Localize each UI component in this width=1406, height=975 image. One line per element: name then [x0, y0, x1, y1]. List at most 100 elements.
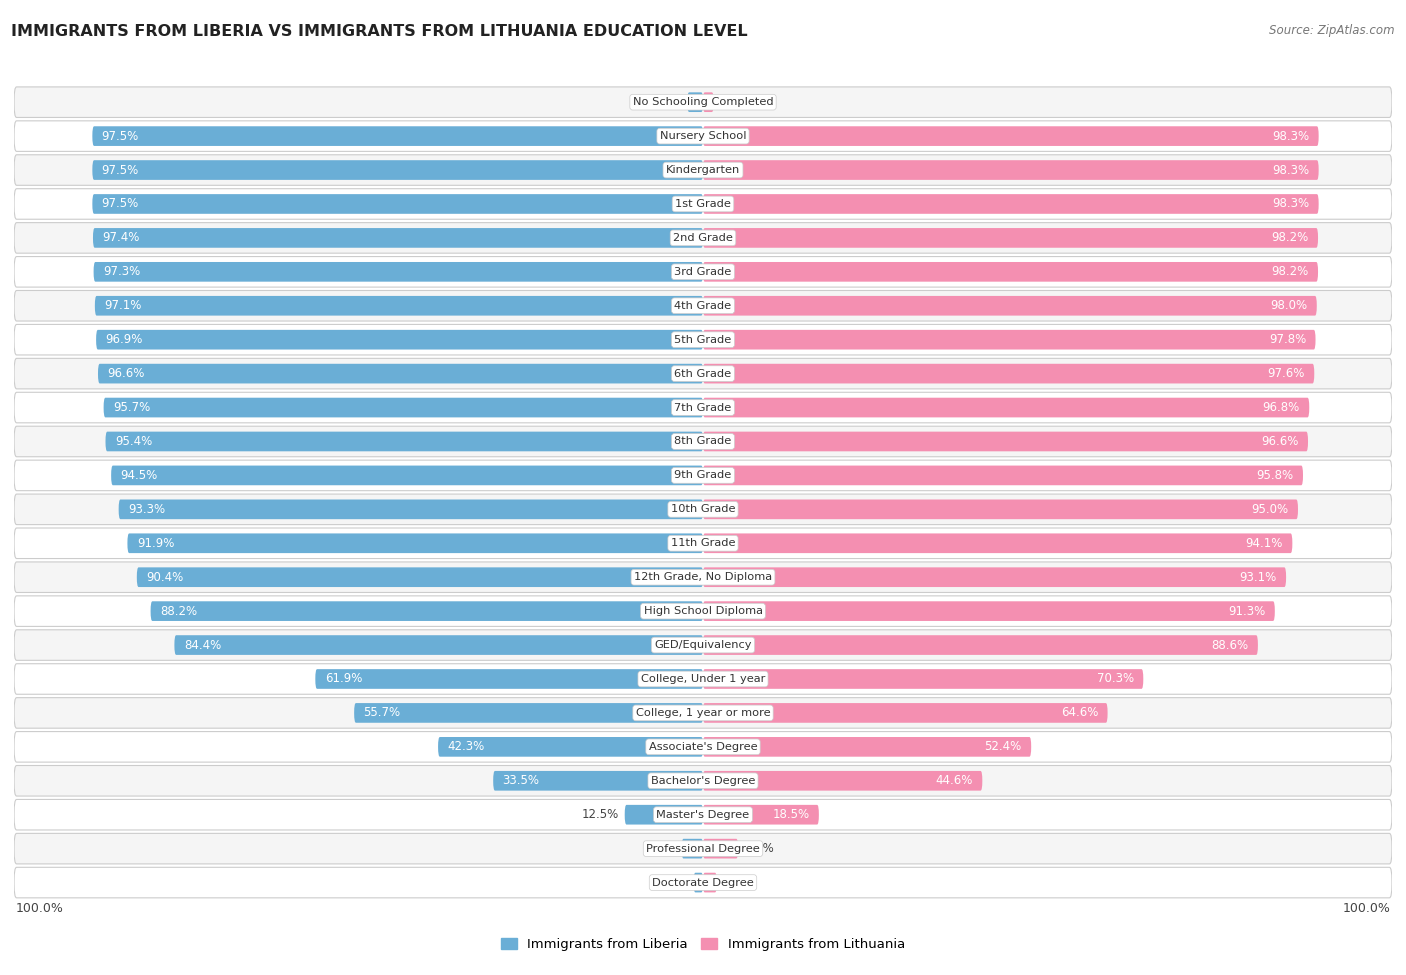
FancyBboxPatch shape	[354, 703, 703, 722]
Text: 98.3%: 98.3%	[1272, 164, 1309, 176]
FancyBboxPatch shape	[315, 669, 703, 688]
Text: 96.8%: 96.8%	[1263, 401, 1301, 414]
Text: 95.0%: 95.0%	[1251, 503, 1289, 516]
FancyBboxPatch shape	[93, 127, 703, 146]
Text: 7th Grade: 7th Grade	[675, 403, 731, 412]
FancyBboxPatch shape	[14, 189, 1392, 219]
FancyBboxPatch shape	[14, 562, 1392, 593]
FancyBboxPatch shape	[703, 330, 1316, 349]
Text: 64.6%: 64.6%	[1060, 707, 1098, 720]
Text: College, 1 year or more: College, 1 year or more	[636, 708, 770, 718]
FancyBboxPatch shape	[14, 87, 1392, 117]
FancyBboxPatch shape	[682, 838, 703, 858]
FancyBboxPatch shape	[14, 291, 1392, 321]
Text: 33.5%: 33.5%	[502, 774, 540, 787]
Text: Kindergarten: Kindergarten	[666, 165, 740, 176]
FancyBboxPatch shape	[688, 93, 703, 112]
FancyBboxPatch shape	[703, 364, 1315, 383]
Text: 52.4%: 52.4%	[984, 740, 1022, 754]
Text: 11th Grade: 11th Grade	[671, 538, 735, 548]
FancyBboxPatch shape	[14, 528, 1392, 559]
Text: 10th Grade: 10th Grade	[671, 504, 735, 515]
Text: 3.4%: 3.4%	[645, 842, 675, 855]
FancyBboxPatch shape	[14, 325, 1392, 355]
Text: 96.6%: 96.6%	[1261, 435, 1299, 448]
Text: 44.6%: 44.6%	[935, 774, 973, 787]
FancyBboxPatch shape	[703, 499, 1298, 519]
FancyBboxPatch shape	[14, 765, 1392, 796]
Text: 95.4%: 95.4%	[115, 435, 152, 448]
Text: 98.2%: 98.2%	[1271, 231, 1309, 245]
Text: 18.5%: 18.5%	[772, 808, 810, 821]
FancyBboxPatch shape	[14, 630, 1392, 660]
Text: Nursery School: Nursery School	[659, 131, 747, 141]
Text: 3rd Grade: 3rd Grade	[675, 267, 731, 277]
FancyBboxPatch shape	[14, 426, 1392, 456]
FancyBboxPatch shape	[703, 127, 1319, 146]
FancyBboxPatch shape	[111, 466, 703, 486]
FancyBboxPatch shape	[118, 499, 703, 519]
FancyBboxPatch shape	[703, 567, 1286, 587]
FancyBboxPatch shape	[703, 771, 983, 791]
FancyBboxPatch shape	[703, 228, 1317, 248]
Text: 98.0%: 98.0%	[1270, 299, 1308, 312]
FancyBboxPatch shape	[439, 737, 703, 757]
FancyBboxPatch shape	[703, 93, 714, 112]
FancyBboxPatch shape	[98, 364, 703, 383]
FancyBboxPatch shape	[693, 873, 703, 892]
Text: 98.2%: 98.2%	[1271, 265, 1309, 278]
FancyBboxPatch shape	[703, 432, 1308, 451]
FancyBboxPatch shape	[703, 398, 1309, 417]
Text: 95.7%: 95.7%	[112, 401, 150, 414]
Text: 98.3%: 98.3%	[1272, 198, 1309, 211]
Text: 84.4%: 84.4%	[184, 639, 221, 651]
FancyBboxPatch shape	[14, 460, 1392, 490]
FancyBboxPatch shape	[14, 834, 1392, 864]
Text: 97.4%: 97.4%	[103, 231, 139, 245]
FancyBboxPatch shape	[105, 432, 703, 451]
Text: 12.5%: 12.5%	[581, 808, 619, 821]
Text: 1.5%: 1.5%	[658, 877, 688, 889]
Text: Bachelor's Degree: Bachelor's Degree	[651, 776, 755, 786]
Text: 9th Grade: 9th Grade	[675, 470, 731, 481]
FancyBboxPatch shape	[703, 669, 1143, 688]
Text: 70.3%: 70.3%	[1097, 673, 1133, 685]
Text: 97.8%: 97.8%	[1268, 333, 1306, 346]
FancyBboxPatch shape	[150, 602, 703, 621]
Text: 93.1%: 93.1%	[1240, 570, 1277, 584]
FancyBboxPatch shape	[14, 359, 1392, 389]
Text: Master's Degree: Master's Degree	[657, 809, 749, 820]
Text: 2.5%: 2.5%	[651, 96, 681, 108]
FancyBboxPatch shape	[703, 737, 1031, 757]
Text: 8th Grade: 8th Grade	[675, 437, 731, 447]
Text: 91.9%: 91.9%	[136, 537, 174, 550]
Text: 5th Grade: 5th Grade	[675, 334, 731, 345]
Text: 91.3%: 91.3%	[1229, 604, 1265, 617]
FancyBboxPatch shape	[14, 494, 1392, 525]
Text: 96.6%: 96.6%	[107, 368, 145, 380]
FancyBboxPatch shape	[93, 228, 703, 248]
Text: No Schooling Completed: No Schooling Completed	[633, 98, 773, 107]
Text: 97.1%: 97.1%	[104, 299, 142, 312]
FancyBboxPatch shape	[104, 398, 703, 417]
FancyBboxPatch shape	[96, 330, 703, 349]
FancyBboxPatch shape	[14, 800, 1392, 830]
Text: Source: ZipAtlas.com: Source: ZipAtlas.com	[1270, 24, 1395, 37]
Text: 95.8%: 95.8%	[1257, 469, 1294, 482]
Text: 90.4%: 90.4%	[146, 570, 183, 584]
Text: 96.9%: 96.9%	[105, 333, 143, 346]
Text: 97.3%: 97.3%	[103, 265, 141, 278]
FancyBboxPatch shape	[93, 194, 703, 214]
FancyBboxPatch shape	[703, 805, 818, 825]
FancyBboxPatch shape	[624, 805, 703, 825]
FancyBboxPatch shape	[703, 703, 1108, 722]
Text: 2.2%: 2.2%	[723, 877, 754, 889]
FancyBboxPatch shape	[136, 567, 703, 587]
FancyBboxPatch shape	[14, 596, 1392, 626]
FancyBboxPatch shape	[128, 533, 703, 553]
Text: 12th Grade, No Diploma: 12th Grade, No Diploma	[634, 572, 772, 582]
FancyBboxPatch shape	[703, 466, 1303, 486]
Text: 55.7%: 55.7%	[364, 707, 401, 720]
FancyBboxPatch shape	[703, 636, 1258, 655]
FancyBboxPatch shape	[14, 664, 1392, 694]
